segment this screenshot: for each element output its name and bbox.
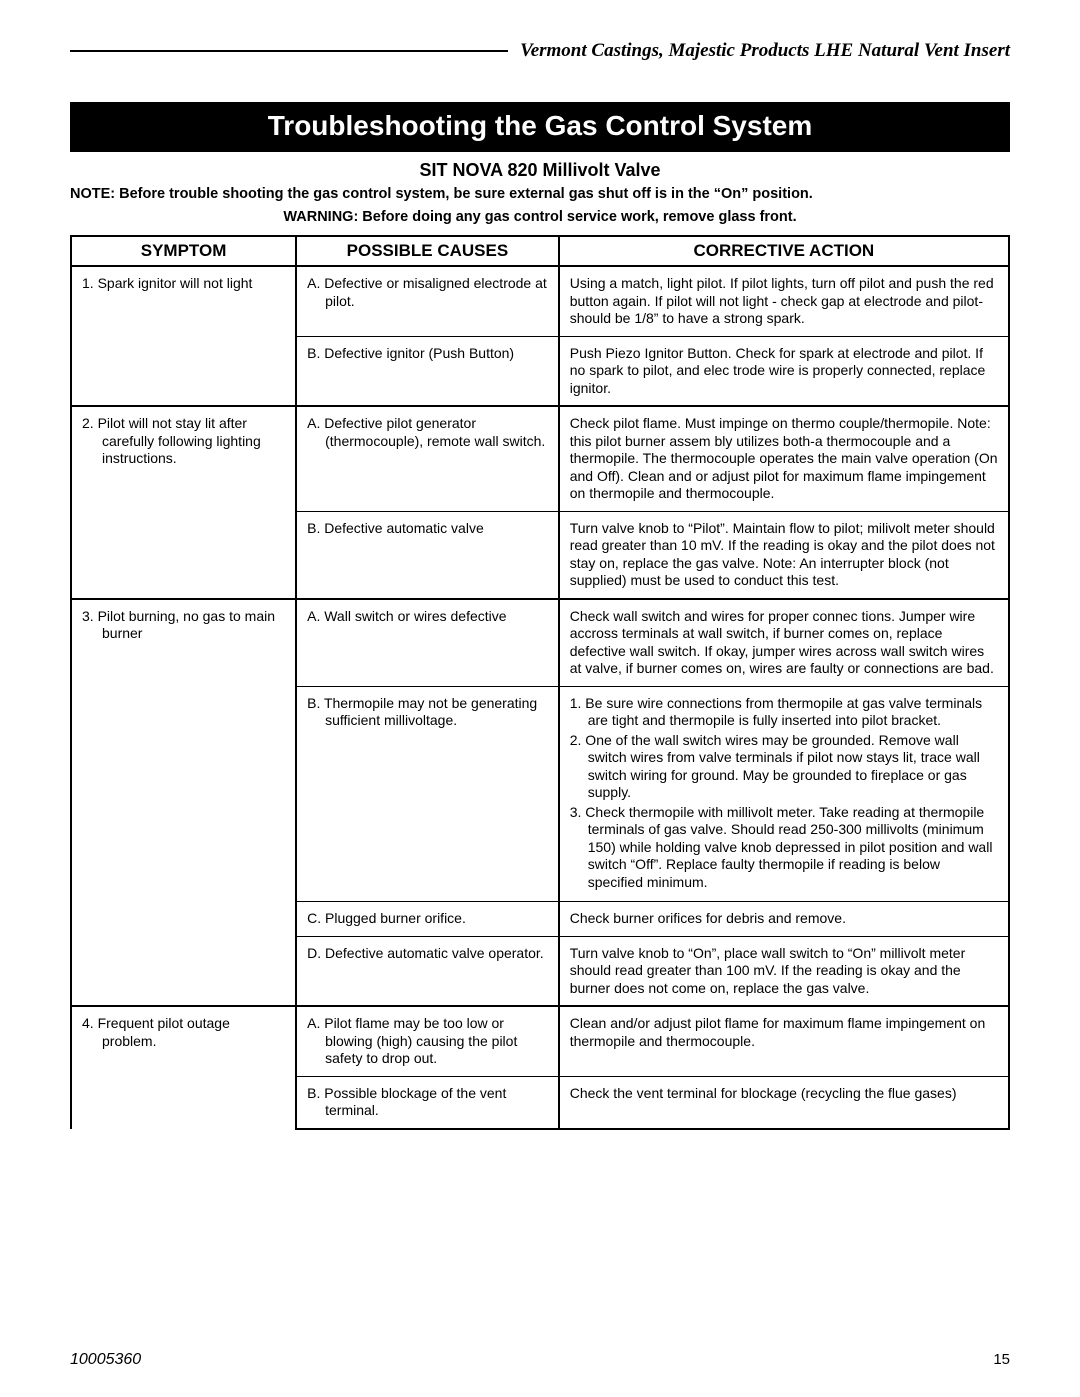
warning-text: WARNING: Before doing any gas control se… <box>70 209 1010 225</box>
action-list-item: 3. Check thermopile with millivolt meter… <box>588 804 998 892</box>
action-text: Using a match, light pilot. If pilot lig… <box>559 266 1009 336</box>
cause-text: A. Defective or misaligned electrode at … <box>307 275 548 310</box>
cause-text: A. Defective pilot generator (thermocoup… <box>307 415 548 450</box>
symptom-text: 1. Spark ignitor will not light <box>82 275 285 293</box>
document-page: Vermont Castings, Majestic Products LHE … <box>0 0 1080 1397</box>
header-rule <box>70 50 508 52</box>
action-text: Check the vent terminal for blockage (re… <box>559 1076 1009 1129</box>
page-header: Vermont Castings, Majestic Products LHE … <box>70 40 1010 62</box>
cause-text: A. Wall switch or wires defective <box>307 608 548 626</box>
cause-text: B. Defective automatic valve <box>307 520 548 538</box>
table-row: 3. Pilot burning, no gas to main burner … <box>71 599 1009 687</box>
cause-text: B. Defective ignitor (Push Button) <box>307 345 548 363</box>
action-text: Clean and/or adjust pilot flame for maxi… <box>559 1006 1009 1076</box>
table-header-row: SYMPTOM POSSIBLE CAUSES CORRECTIVE ACTIO… <box>71 236 1009 266</box>
col-action: CORRECTIVE ACTION <box>559 236 1009 266</box>
action-text: Turn valve knob to “On”, place wall swit… <box>559 936 1009 1006</box>
cause-text: B. Possible blockage of the vent termina… <box>307 1085 548 1120</box>
action-text: Turn valve knob to “Pilot”. Maintain flo… <box>559 511 1009 599</box>
action-text: Check wall switch and wires for proper c… <box>559 599 1009 687</box>
action-text: Check burner orifices for debris and rem… <box>559 902 1009 937</box>
action-list: 1. Be sure wire connections from thermop… <box>570 695 998 892</box>
table-row: 2. Pilot will not stay lit after careful… <box>71 406 1009 511</box>
page-number: 15 <box>993 1351 1010 1368</box>
symptom-text: 2. Pilot will not stay lit after careful… <box>82 415 285 468</box>
document-number: 10005360 <box>70 1351 141 1369</box>
note-text: NOTE: Before trouble shooting the gas co… <box>70 185 1010 203</box>
action-list-item: 2. One of the wall switch wires may be g… <box>588 732 998 802</box>
cause-text: A. Pilot flame may be too low or blowing… <box>307 1015 548 1068</box>
troubleshooting-table: SYMPTOM POSSIBLE CAUSES CORRECTIVE ACTIO… <box>70 235 1010 1130</box>
col-symptom: SYMPTOM <box>71 236 296 266</box>
valve-subtitle: SIT NOVA 820 Millivolt Valve <box>70 160 1010 181</box>
action-text: Check pilot flame. Must impinge on therm… <box>559 406 1009 511</box>
col-cause: POSSIBLE CAUSES <box>296 236 559 266</box>
cause-text: D. Defective automatic valve operator. <box>307 945 548 963</box>
page-footer: 10005360 15 <box>70 1351 1010 1369</box>
symptom-text: 3. Pilot burning, no gas to main burner <box>82 608 285 643</box>
table-row: 1. Spark ignitor will not light A. Defec… <box>71 266 1009 336</box>
action-text: Push Piezo Ignitor Button. Check for spa… <box>559 336 1009 406</box>
section-title: Troubleshooting the Gas Control System <box>70 102 1010 152</box>
cause-text: B. Thermopile may not be generating suff… <box>307 695 548 730</box>
cause-text: C. Plugged burner orifice. <box>307 910 548 928</box>
action-list-item: 1. Be sure wire connections from thermop… <box>588 695 998 730</box>
table-row: 4. Frequent pilot outage problem. A. Pil… <box>71 1006 1009 1076</box>
product-line-text: Vermont Castings, Majestic Products LHE … <box>520 40 1010 62</box>
symptom-text: 4. Frequent pilot outage problem. <box>82 1015 285 1050</box>
